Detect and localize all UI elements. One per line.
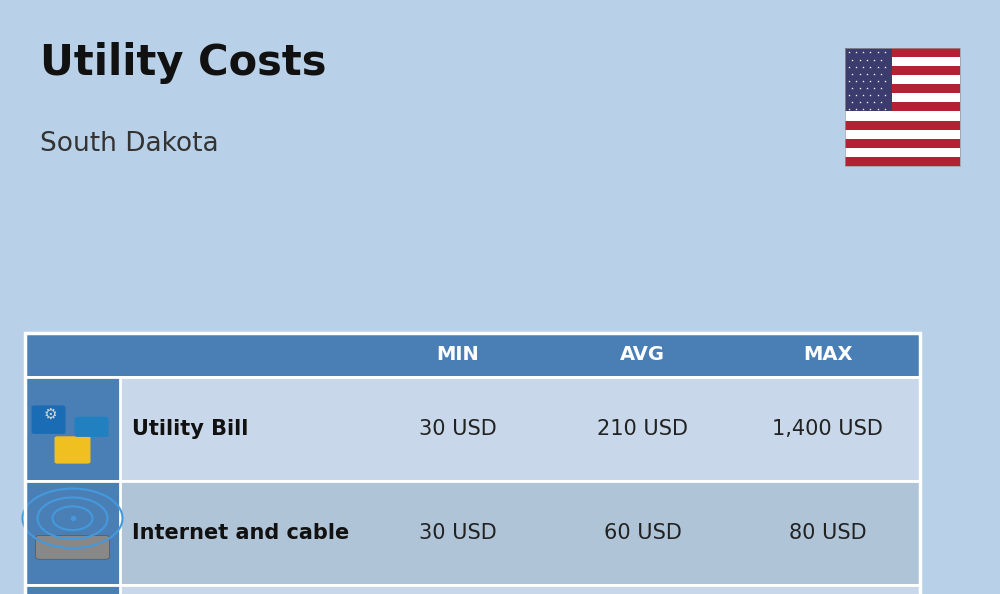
Text: 210 USD: 210 USD	[597, 419, 688, 439]
FancyBboxPatch shape	[845, 66, 960, 75]
Text: 30 USD: 30 USD	[419, 523, 496, 543]
FancyBboxPatch shape	[25, 377, 920, 481]
FancyBboxPatch shape	[845, 139, 960, 148]
FancyBboxPatch shape	[845, 56, 960, 66]
FancyBboxPatch shape	[25, 481, 120, 585]
Text: MIN: MIN	[436, 346, 479, 364]
Text: ⚙: ⚙	[44, 407, 57, 422]
FancyBboxPatch shape	[25, 377, 120, 481]
FancyBboxPatch shape	[75, 417, 109, 437]
FancyBboxPatch shape	[25, 585, 920, 594]
FancyBboxPatch shape	[845, 75, 960, 84]
FancyBboxPatch shape	[845, 102, 960, 112]
FancyBboxPatch shape	[845, 48, 892, 112]
Text: 80 USD: 80 USD	[789, 523, 866, 543]
FancyBboxPatch shape	[25, 333, 920, 377]
FancyBboxPatch shape	[845, 121, 960, 129]
Text: MAX: MAX	[803, 346, 852, 364]
FancyBboxPatch shape	[55, 437, 90, 464]
FancyBboxPatch shape	[32, 406, 66, 434]
Text: South Dakota: South Dakota	[40, 131, 219, 157]
Text: Utility Costs: Utility Costs	[40, 42, 326, 84]
Text: Utility Bill: Utility Bill	[132, 419, 248, 439]
Text: 30 USD: 30 USD	[419, 419, 496, 439]
FancyBboxPatch shape	[36, 536, 110, 560]
FancyBboxPatch shape	[845, 112, 960, 121]
Text: AVG: AVG	[620, 346, 665, 364]
Text: Internet and cable: Internet and cable	[132, 523, 349, 543]
FancyBboxPatch shape	[845, 129, 960, 139]
FancyBboxPatch shape	[25, 481, 920, 585]
FancyBboxPatch shape	[845, 48, 960, 56]
Text: 1,400 USD: 1,400 USD	[772, 419, 883, 439]
FancyBboxPatch shape	[845, 157, 960, 166]
FancyBboxPatch shape	[845, 93, 960, 102]
FancyBboxPatch shape	[25, 585, 120, 594]
FancyBboxPatch shape	[845, 84, 960, 93]
Text: 60 USD: 60 USD	[604, 523, 681, 543]
FancyBboxPatch shape	[845, 148, 960, 157]
